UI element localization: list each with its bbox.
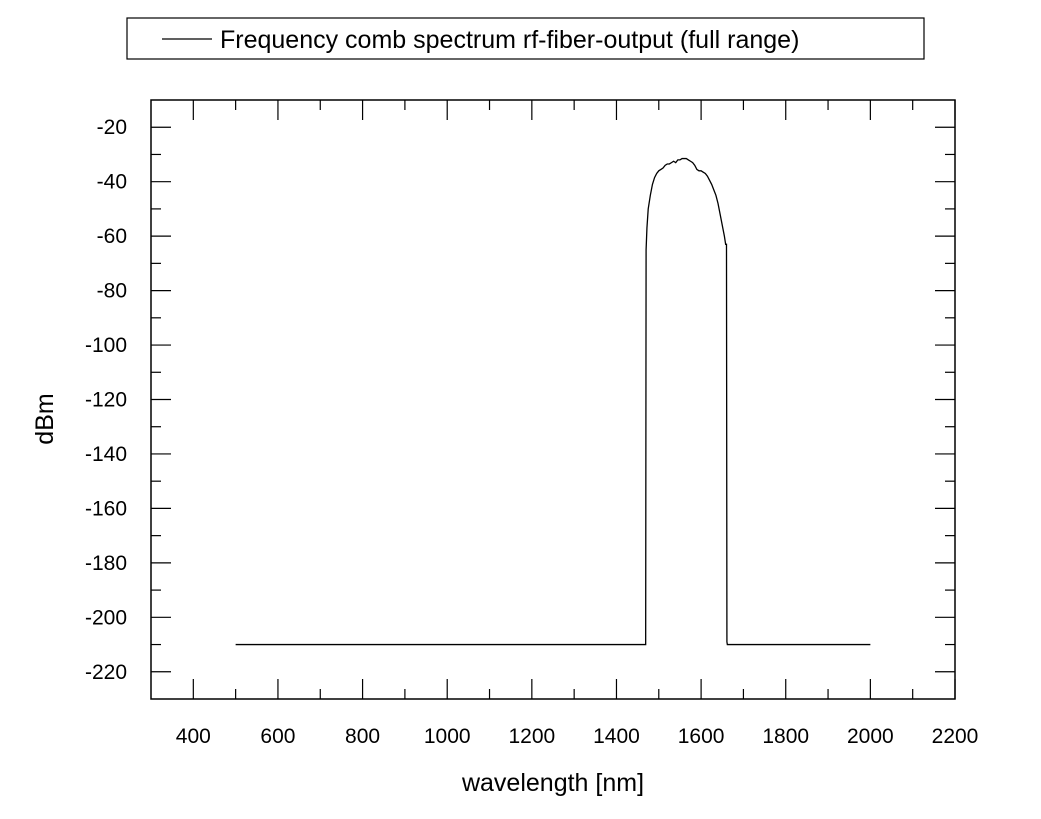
x-axis-title: wavelength [nm] <box>461 769 644 797</box>
y-tick-label: -80 <box>97 280 127 303</box>
x-tick-label: 2000 <box>847 725 894 748</box>
plot-frame <box>150 99 956 700</box>
x-tick-label: 1200 <box>508 725 555 748</box>
x-tick-label: 600 <box>260 725 295 748</box>
legend: Frequency comb spectrum rf-fiber-output … <box>126 17 925 60</box>
y-tick-label: -220 <box>85 661 127 684</box>
y-tick-label: -40 <box>97 171 127 194</box>
x-tick-label: 1800 <box>762 725 809 748</box>
x-tick-label: 800 <box>345 725 380 748</box>
x-tick-label: 1600 <box>678 725 725 748</box>
axis-ticks <box>151 100 956 699</box>
y-tick-label: -160 <box>85 497 127 520</box>
legend-box <box>126 17 925 60</box>
y-tick-label: -20 <box>97 116 127 139</box>
y-tick-label: -140 <box>85 443 127 466</box>
y-tick-label: -60 <box>97 225 127 248</box>
series-line-frequency-comb <box>235 157 871 646</box>
y-tick-label: -100 <box>85 334 127 357</box>
y-tick-label: -180 <box>85 552 127 575</box>
y-tick-label: -200 <box>85 606 127 629</box>
y-axis-title: dBm <box>31 393 59 444</box>
legend-label: Frequency comb spectrum rf-fiber-output … <box>220 26 799 54</box>
x-tick-label: 400 <box>176 725 211 748</box>
x-tick-label: 2200 <box>932 725 979 748</box>
x-tick-labels: 400 600 800 1000 1200 1400 1600 1800 2000 2200 <box>176 725 979 748</box>
x-tick-label: 1000 <box>424 725 471 748</box>
x-tick-label: 1400 <box>593 725 640 748</box>
y-tick-labels: -20 -40 -60 -80 -100 -120 -140 -160 -180 -200 -220 <box>85 116 127 684</box>
y-tick-label: -120 <box>85 389 127 412</box>
